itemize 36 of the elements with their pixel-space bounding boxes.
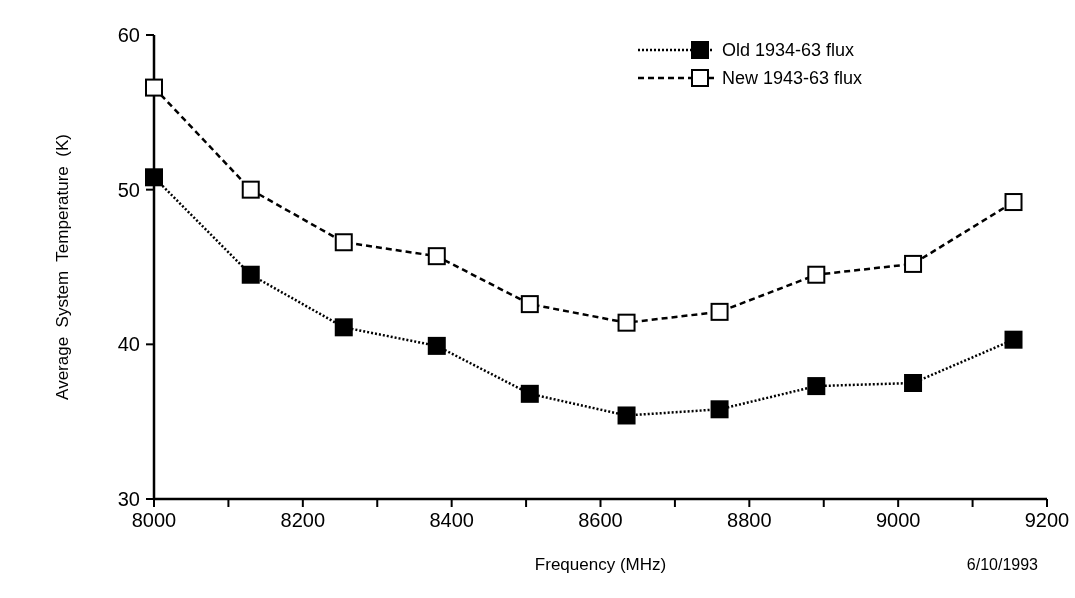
point xyxy=(241,265,260,284)
y-tick-label: 30 xyxy=(117,488,140,510)
x-tick-label: 8400 xyxy=(429,509,474,531)
point xyxy=(145,78,163,97)
point xyxy=(807,377,826,396)
y-axis-title: Average System Temperature (K) xyxy=(53,134,72,400)
y-tick-label: 50 xyxy=(117,178,140,201)
y-tick-label: 40 xyxy=(117,333,140,356)
x-tick-label: 8200 xyxy=(280,509,326,531)
point xyxy=(145,168,163,187)
point xyxy=(710,302,729,321)
x-tick-label: 9200 xyxy=(1024,509,1070,531)
point xyxy=(617,406,636,425)
point xyxy=(334,318,353,337)
point xyxy=(710,400,729,419)
point xyxy=(520,384,539,403)
point xyxy=(807,265,826,284)
point xyxy=(904,254,923,273)
legend-label: New 1943-63 flux xyxy=(722,68,863,89)
point xyxy=(520,295,539,314)
point xyxy=(1004,330,1023,349)
x-tick-label: 8800 xyxy=(727,509,772,531)
x-tick-label: 9000 xyxy=(875,509,921,531)
legend-label: Old 1934-63 flux xyxy=(722,40,855,61)
y-tick-label: 60 xyxy=(117,24,140,46)
point xyxy=(904,374,923,392)
point xyxy=(241,180,260,199)
point xyxy=(1004,193,1023,212)
point xyxy=(427,247,446,266)
text: 6/10/1993 xyxy=(966,556,1039,573)
x-tick-label: 8600 xyxy=(578,509,623,531)
x-tick-label: 8000 xyxy=(131,509,177,531)
point xyxy=(617,313,636,332)
x-axis-title: Frequency (MHz) xyxy=(534,555,667,574)
point xyxy=(427,336,446,355)
point xyxy=(334,233,353,252)
